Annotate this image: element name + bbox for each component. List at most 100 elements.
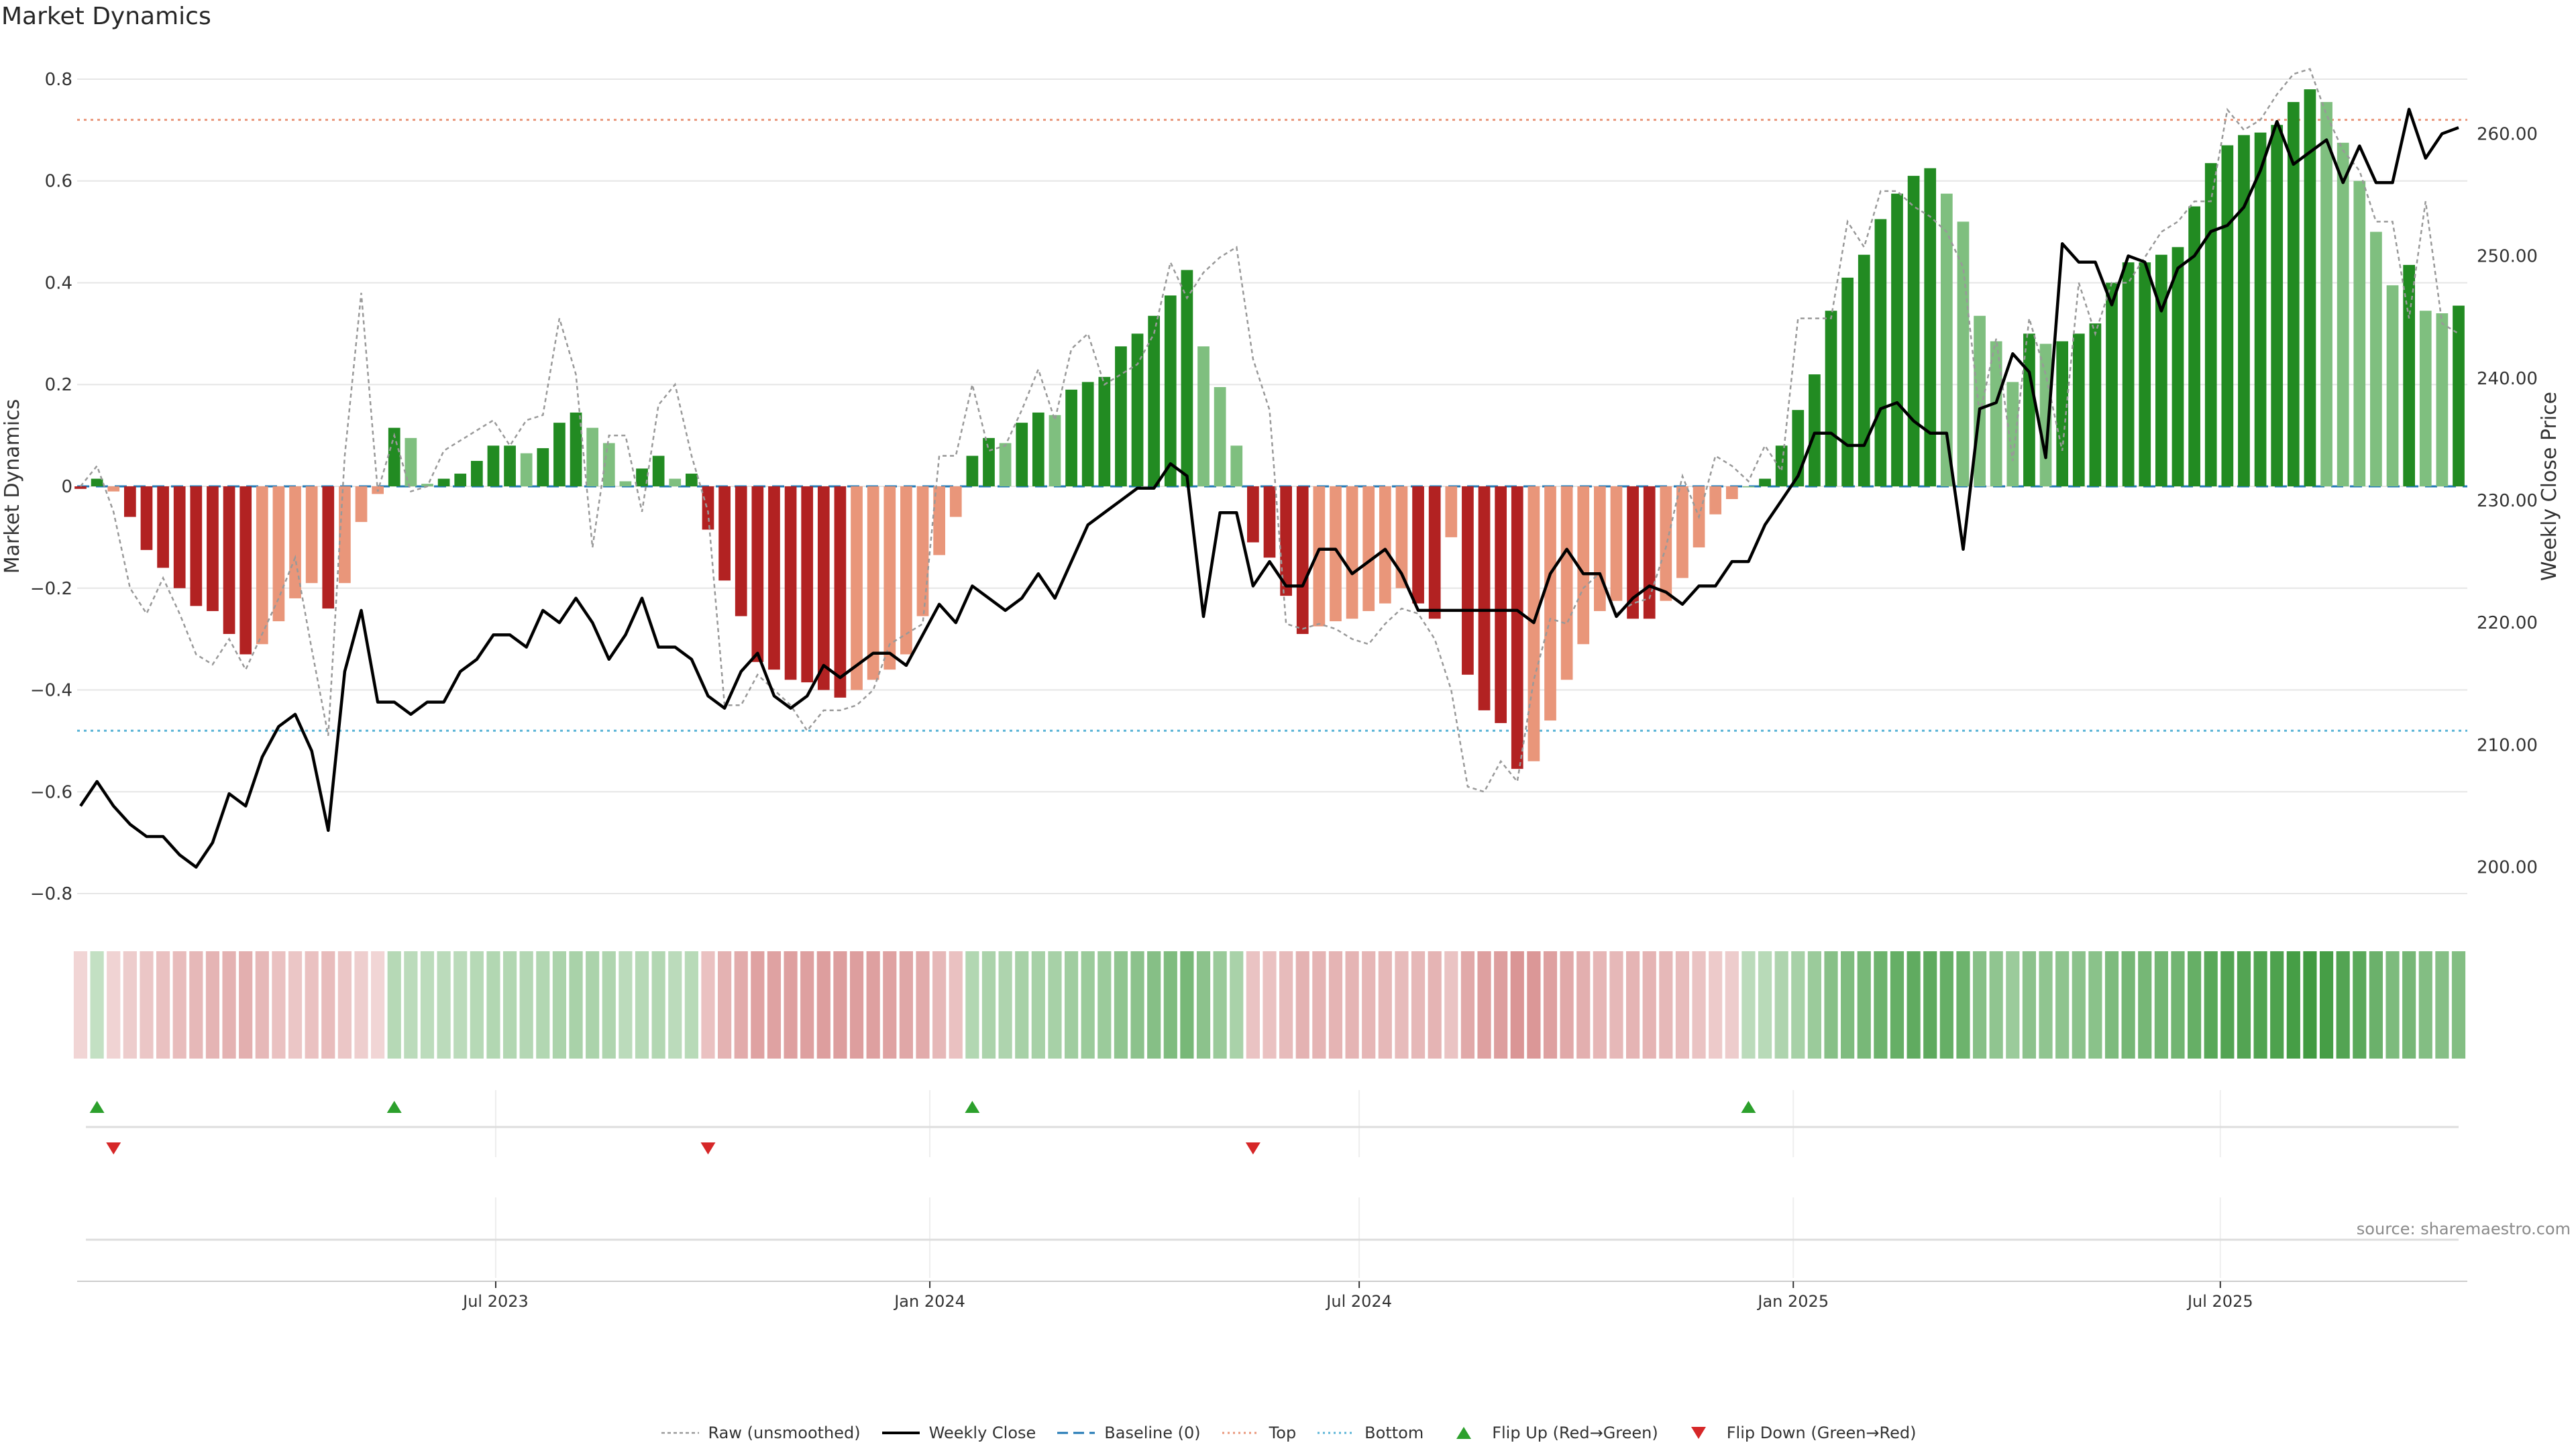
state-cell (470, 951, 484, 1059)
dynamics-bar (1395, 486, 1408, 588)
y-tick-label: 0.4 (45, 273, 72, 293)
state-cell (1460, 951, 1475, 1059)
state-cell (255, 951, 269, 1059)
state-cell (1312, 951, 1326, 1059)
y-tick-label: −0.4 (30, 681, 72, 701)
dynamics-bar (1247, 486, 1259, 543)
legend-label: Raw (unsmoothed) (708, 1424, 861, 1442)
dynamics-bar (1164, 295, 1177, 486)
dynamics-bar (239, 486, 252, 655)
state-cell (1230, 951, 1244, 1059)
flip-down-marker (1245, 1142, 1260, 1155)
dynamics-bar (123, 486, 136, 517)
state-cell (1890, 951, 1904, 1059)
dynamics-bar (1032, 412, 1044, 486)
state-cell (1659, 951, 1673, 1059)
dynamics-bar (983, 437, 995, 486)
state-cell (1114, 951, 1128, 1059)
x-axis: Jul 2023 Jan 2024 Jul 2024 Jan 2025 Jul 2025 (77, 1281, 2467, 1311)
y2-tick-label: 240.00 (2477, 369, 2538, 389)
y-tick-label: −0.8 (30, 884, 72, 904)
state-cell (833, 951, 847, 1059)
flip-markers-panel (86, 1090, 2459, 1157)
dynamics-bar (2089, 323, 2102, 486)
dynamics-bar (2320, 102, 2332, 486)
dynamics-bar (916, 486, 929, 616)
triangle-up-icon (1456, 1427, 1472, 1439)
x-tick-label: Jul 2024 (1325, 1292, 1392, 1311)
state-cell (635, 951, 649, 1059)
state-cell (1031, 951, 1045, 1059)
state-cell (1378, 951, 1392, 1059)
state-cell (107, 951, 121, 1059)
y-axis-label: Market Dynamics (1, 399, 24, 574)
legend: Raw (unsmoothed) Weekly Close Baseline (0)… (0, 1424, 2576, 1442)
dynamics-bar (949, 486, 962, 517)
dynamics-bar (2403, 264, 2416, 486)
state-cell (1939, 951, 1953, 1059)
dynamics-bar (801, 486, 814, 683)
state-cell (1609, 951, 1623, 1059)
dynamics-bar (157, 486, 169, 568)
state-strip (73, 951, 2466, 1059)
dynamics-bar (256, 486, 268, 645)
legend-label: Weekly Close (928, 1424, 1036, 1442)
dynamics-bar (107, 486, 120, 492)
state-cell (1841, 951, 1855, 1059)
state-cell (2154, 951, 2168, 1059)
state-cell (1263, 951, 1277, 1059)
state-cell (156, 951, 170, 1059)
source-label: source: sharemaestro.com (2356, 1220, 2571, 1238)
dynamics-bar (2271, 125, 2284, 486)
state-cell (1907, 951, 1921, 1059)
state-cell (337, 951, 352, 1059)
state-cell (1642, 951, 1656, 1059)
dynamics-bar (1230, 445, 1243, 486)
dynamics-bar (91, 478, 103, 486)
state-cell (222, 951, 236, 1059)
dynamics-bar (686, 474, 698, 486)
state-cell (453, 951, 468, 1059)
weekly-close-line (79, 107, 2459, 869)
state-cell (866, 951, 880, 1059)
y2-axis-label: Weekly Close Price (2538, 392, 2561, 581)
dynamics-bar (1445, 486, 1458, 537)
state-cell (288, 951, 303, 1059)
dynamics-bar (537, 448, 549, 486)
dynamics-bar (1990, 341, 2002, 486)
state-cell (1791, 951, 1805, 1059)
state-cell (2188, 951, 2202, 1059)
dynamics-bar (619, 481, 632, 486)
flip-up-marker (386, 1101, 402, 1113)
state-cell (1048, 951, 1062, 1059)
state-cell (354, 951, 368, 1059)
dynamics-bar (883, 486, 896, 670)
x-tick-label: Jul 2023 (462, 1292, 529, 1311)
dynamics-bar (1891, 193, 1903, 486)
state-cell (2088, 951, 2102, 1059)
flip-up-marker (965, 1101, 980, 1113)
state-cell (172, 951, 186, 1059)
state-cell (2104, 951, 2119, 1059)
state-cell (1246, 951, 1260, 1059)
state-cell (2270, 951, 2284, 1059)
state-cell (1741, 951, 1756, 1059)
dynamics-bar (1907, 176, 1920, 486)
dynamics-bar (1428, 486, 1441, 619)
state-cell (1411, 951, 1426, 1059)
state-cell (140, 951, 154, 1059)
dynamics-bar (1181, 270, 1193, 486)
state-cell (767, 951, 782, 1059)
dynamics-bar (520, 453, 533, 486)
y-tick-label: −0.6 (30, 782, 72, 802)
dynamics-bar (586, 427, 599, 486)
dynamics-bar (2122, 262, 2135, 486)
dotted-line-icon (661, 1432, 699, 1434)
dynamics-bar (2139, 262, 2151, 486)
dynamics-bar (2353, 180, 2366, 486)
state-cell (1213, 951, 1227, 1059)
state-cell (1163, 951, 1177, 1059)
state-cell (2220, 951, 2235, 1059)
state-cell (272, 951, 286, 1059)
dynamics-bar (190, 486, 203, 606)
